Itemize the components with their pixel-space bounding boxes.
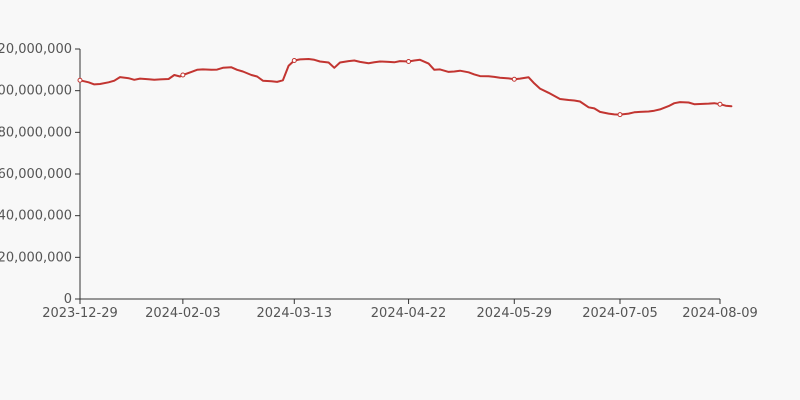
y-tick-label: 100,000,000 [0, 84, 72, 99]
y-tick-label: 40,000,000 [0, 209, 72, 224]
data-point-marker [511, 76, 517, 82]
y-tick-label: 60,000,000 [0, 167, 72, 182]
x-tick-label: 2024-08-09 [682, 306, 758, 321]
y-tick-label: 0 [64, 292, 72, 307]
data-point-marker [77, 77, 83, 83]
data-point-marker [180, 72, 186, 78]
y-axis-ticks [75, 48, 80, 300]
y-tick-label: 20,000,000 [0, 250, 72, 265]
x-tick-label: 2024-04-22 [371, 306, 447, 321]
x-tick-label: 2024-07-05 [582, 306, 658, 321]
y-tick-label: 120,000,000 [0, 42, 72, 57]
x-tick-label: 2024-02-03 [145, 306, 221, 321]
series-line [79, 58, 733, 116]
x-tick-label: 2023-12-29 [42, 306, 118, 321]
x-axis-labels: 2023-12-29 2024-02-03 2024-03-13 2024-04-22… [42, 306, 758, 321]
data-point-marker [406, 59, 412, 64]
plot-area [77, 57, 733, 118]
y-tick-label: 80,000,000 [0, 125, 72, 140]
data-point-marker [291, 57, 297, 63]
x-axis-ticks [79, 299, 721, 304]
x-tick-label: 2024-03-13 [257, 306, 333, 321]
data-point-marker [617, 112, 623, 118]
data-point-marker [717, 101, 723, 107]
y-axis-labels: 0 20,000,000 40,000,000 60,000,000 80,000,00… [0, 42, 72, 307]
x-tick-label: 2024-05-29 [477, 306, 553, 321]
